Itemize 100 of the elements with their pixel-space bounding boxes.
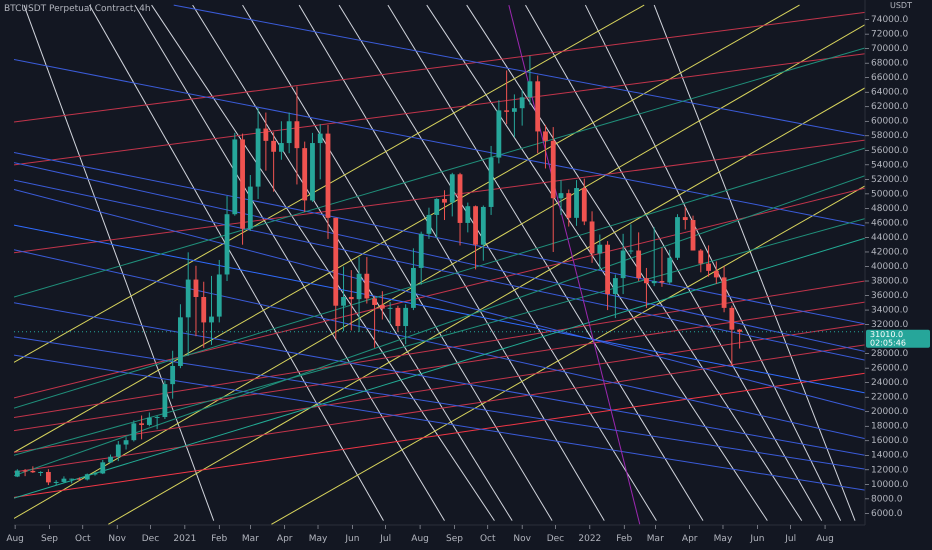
candlestick xyxy=(660,247,664,288)
candlestick xyxy=(116,440,121,462)
candlestick xyxy=(372,296,377,348)
y-tick-label: 12000.0 xyxy=(871,465,908,476)
y-tick-label: 66000.0 xyxy=(871,73,908,84)
candlestick xyxy=(612,274,618,319)
x-tick-label: Oct xyxy=(480,534,496,544)
x-tick-label: Jun xyxy=(749,534,764,544)
candlestick xyxy=(520,90,525,126)
candlestick xyxy=(124,436,128,450)
y-tick-label: 14000.0 xyxy=(871,450,908,461)
candlestick xyxy=(341,266,346,332)
x-tick-label: Feb xyxy=(616,534,632,544)
x-tick-label: Feb xyxy=(211,534,228,544)
candlestick xyxy=(434,198,440,239)
y-tick-label: 36000.0 xyxy=(871,290,908,302)
y-tick-label: 26000.0 xyxy=(871,364,908,374)
candlestick xyxy=(271,132,276,192)
candlestick xyxy=(263,112,268,172)
text: 02:05:46 xyxy=(870,338,906,348)
x-tick-label: Dec xyxy=(142,534,160,544)
y-tick-label: 48000.0 xyxy=(871,204,908,214)
candlestick xyxy=(698,248,704,273)
y-tick-label: 56000.0 xyxy=(871,146,908,156)
x-tick-label: Apr xyxy=(682,534,698,544)
candlestick xyxy=(729,305,734,366)
candlestick xyxy=(644,267,649,308)
candlestick xyxy=(628,224,634,255)
candlestick xyxy=(682,206,688,230)
y-tick-label: 42000.0 xyxy=(871,247,908,258)
x-tick-label: Sep xyxy=(41,534,58,544)
x-tick-label: Dec xyxy=(546,534,564,544)
candlestick xyxy=(442,190,447,221)
candlestick xyxy=(395,305,400,332)
y-tick-label: 60000.0 xyxy=(871,116,908,127)
x-tick-label: May xyxy=(308,534,328,544)
x-tick-label: 2022 xyxy=(578,534,602,544)
candlestick xyxy=(100,460,106,475)
y-tick-label: 64000.0 xyxy=(871,88,908,98)
candlestick xyxy=(46,468,51,486)
candlestick xyxy=(131,420,136,442)
x-tick-label: 2021 xyxy=(173,534,196,544)
x-tick-label: Mar xyxy=(646,534,664,544)
x-tick-label: Nov xyxy=(108,534,127,544)
candlestick xyxy=(465,202,470,233)
y-tick-label: 34000.0 xyxy=(871,306,908,316)
x-tick-label: Jul xyxy=(784,534,796,544)
candlestick xyxy=(278,120,284,160)
y-tick-label: 6000.0 xyxy=(871,508,903,519)
x-tick-label: Aug xyxy=(816,534,834,544)
y-tick-label: 74000.0 xyxy=(871,15,908,26)
x-tick-label: Oct xyxy=(75,534,92,544)
y-tick-label: 32000.0 xyxy=(871,320,908,330)
y-tick-label: 44000.0 xyxy=(871,232,908,243)
y-tick-label: 22000.0 xyxy=(871,392,908,403)
x-tick-label: May xyxy=(714,534,733,544)
candlestick xyxy=(504,70,510,125)
candlestick xyxy=(737,328,742,350)
y-tick-label: 50000.0 xyxy=(871,189,908,200)
x-tick-label: Jun xyxy=(344,534,360,544)
candlestick xyxy=(154,415,160,430)
y-tick-label: 62000.0 xyxy=(871,102,908,112)
y-tick-label: 46000.0 xyxy=(871,218,908,228)
candlestick xyxy=(146,412,152,427)
x-tick-label: Mar xyxy=(242,534,260,544)
candlestick xyxy=(170,350,176,400)
candlestick xyxy=(543,124,548,169)
y-tick-label: 54000.0 xyxy=(871,160,908,170)
y-tick-label: 68000.0 xyxy=(871,58,908,69)
candlestick xyxy=(318,124,323,180)
candlestick xyxy=(286,112,292,154)
y-tick-label: 72000.0 xyxy=(871,30,908,40)
y-tick-label: 20000.0 xyxy=(871,407,908,418)
y-tick-label: 16000.0 xyxy=(871,436,908,446)
candlestick xyxy=(714,260,719,284)
candlestick xyxy=(597,234,602,270)
ref-line-label: 31010.0 xyxy=(870,330,904,339)
candlestick xyxy=(558,180,564,216)
y-tick-label: 58000.0 xyxy=(871,131,908,142)
y-tick-label: 28000.0 xyxy=(871,349,908,360)
candlestick xyxy=(706,244,711,278)
y-tick-label: 70000.0 xyxy=(871,44,908,54)
x-tick-label: Jul xyxy=(379,534,392,544)
x-tick-label: Aug xyxy=(6,534,24,544)
candlestick xyxy=(380,290,385,320)
candlestick xyxy=(194,265,198,337)
candlestick xyxy=(426,207,432,240)
y-tick-label: 10000.0 xyxy=(871,480,908,490)
candlestick xyxy=(139,415,144,440)
y-tick-label: 38000.0 xyxy=(871,276,908,286)
y-tick-label: 40000.0 xyxy=(871,262,908,272)
x-tick-label: Nov xyxy=(513,534,532,544)
y-tick-label: 24000.0 xyxy=(871,378,908,388)
y-tick-label: 8000.0 xyxy=(871,494,903,504)
x-tick-label: Apr xyxy=(276,534,293,544)
candlestick xyxy=(388,302,393,324)
candlestick xyxy=(528,55,532,106)
y-tick-label: 18000.0 xyxy=(871,422,908,432)
y-tick-label: 52000.0 xyxy=(871,174,908,185)
x-tick-label: Sep xyxy=(446,534,464,544)
